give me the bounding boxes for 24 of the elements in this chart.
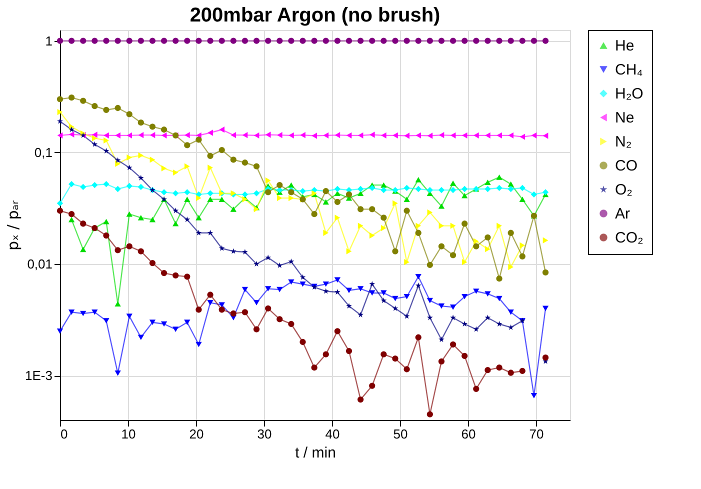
y-tick-label: 0,01 [27, 256, 52, 272]
x-tick-label: 50 [393, 426, 408, 442]
x-tick-label: 20 [189, 426, 204, 442]
y-tick-label: 1 [45, 33, 52, 48]
legend-label: O₂ [615, 182, 633, 198]
x-tick-label: 60 [461, 426, 476, 442]
legend-label: Ar [615, 206, 630, 222]
legend-label: H₂O [615, 86, 644, 102]
legend-label: Ne [615, 110, 634, 126]
x-tick-label: 70 [529, 426, 544, 442]
legend-label: CO₂ [615, 230, 644, 246]
legend-label: CO [615, 158, 638, 174]
legend-label: N₂ [615, 134, 632, 150]
y-tick-label: 0,1 [34, 144, 52, 160]
x-tick-label: 40 [325, 426, 340, 442]
y-tick-label: 1E-3 [25, 368, 52, 384]
x-tick-label: 0 [60, 426, 68, 442]
y-axis-title: pₓ / pₐᵣ [4, 200, 22, 251]
chart-title: 200mbar Argon (no brush) [190, 4, 440, 26]
x-tick-label: 10 [121, 426, 136, 442]
legend-label: CH₄ [615, 62, 643, 78]
legend-label: He [615, 38, 634, 54]
x-tick-label: 30 [257, 426, 272, 442]
x-axis-title: t / min [295, 444, 336, 462]
